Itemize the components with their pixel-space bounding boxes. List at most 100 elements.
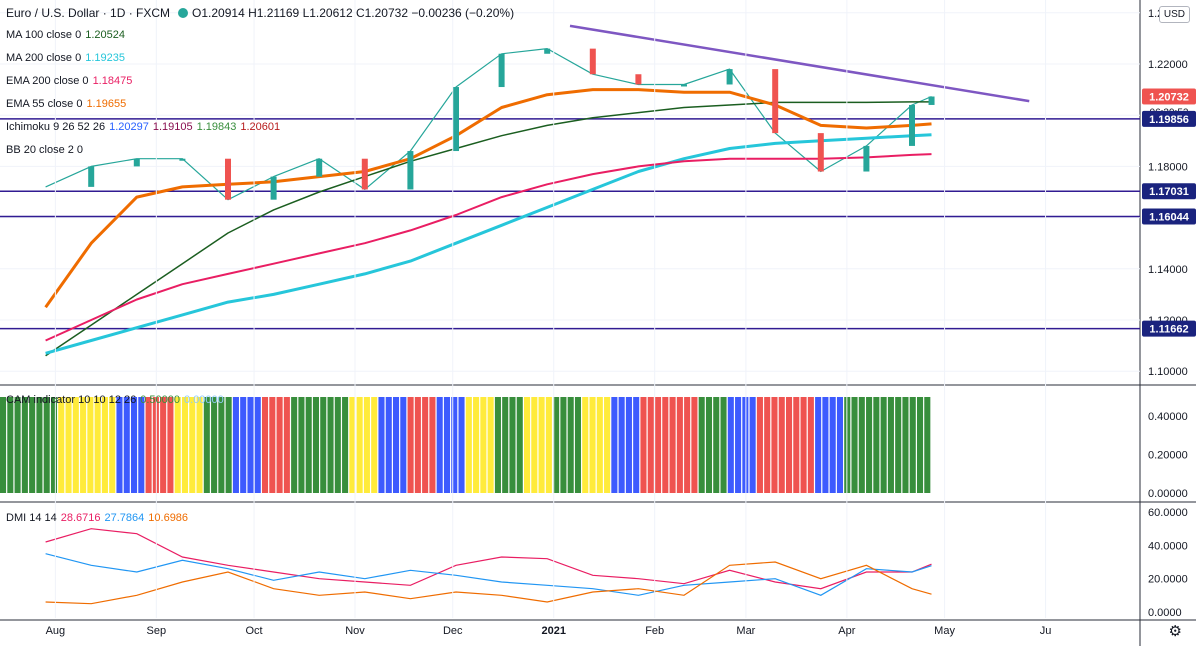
- price-candle: [316, 158, 323, 177]
- cam-tick-label: 0.40000: [1148, 411, 1188, 423]
- price-tag-label: 1.16044: [1149, 211, 1190, 223]
- indicator-value: 1.19843: [196, 121, 237, 133]
- series-line-ema-55-close-0: [44, 88, 932, 309]
- cam-bar: [160, 397, 167, 493]
- indicator-label: CAM indicator 10 10 12 26: [6, 394, 137, 406]
- indicator-label: BB 20 close 2 0: [6, 144, 84, 156]
- cam-bar: [254, 397, 261, 493]
- cam-tick-label: 0.20000: [1148, 450, 1188, 462]
- cam-bar: [109, 397, 116, 493]
- currency-badge[interactable]: USD: [1158, 6, 1190, 23]
- price-tag-box: [1142, 88, 1196, 105]
- cam-bar: [269, 397, 276, 493]
- indicator-value: 1.19655: [86, 98, 127, 110]
- cam-bar: [625, 397, 632, 493]
- cam-bar: [523, 397, 531, 493]
- cam-bar: [633, 397, 640, 493]
- cam-bar: [436, 397, 443, 493]
- series-line-ma-200-close-0: [45, 133, 932, 355]
- cam-bar: [342, 397, 349, 493]
- indicator-value: 0.50000: [140, 394, 181, 406]
- price-candle: [498, 53, 505, 88]
- price-candle: [863, 145, 870, 172]
- cam-bar: [509, 397, 516, 493]
- cam-bar: [611, 397, 618, 493]
- cam-bar: [240, 397, 247, 493]
- cam-bar: [771, 397, 778, 493]
- indicator-label: MA 100 close 0: [6, 29, 82, 41]
- indicator-value: 1.20601: [240, 121, 281, 133]
- time-tick-label: Apr: [838, 625, 855, 637]
- cam-bar: [829, 397, 836, 493]
- cam-bar: [851, 397, 858, 493]
- cam-bar: [793, 397, 800, 493]
- cam-bar: [312, 397, 320, 493]
- price-candle: [225, 158, 231, 200]
- cam-bar: [618, 397, 625, 493]
- price-tag-label: 1.17031: [1149, 186, 1189, 198]
- time-tick-label: Ju: [1040, 625, 1052, 637]
- indicator-value: 1.18475: [92, 75, 133, 87]
- indicator-legend-0[interactable]: MA 100 close 0 1.20524: [6, 28, 129, 43]
- cam-bar: [80, 397, 87, 493]
- dmi-tick-label: 40.0000: [1148, 540, 1188, 552]
- price-candle: [270, 176, 277, 200]
- cam-bar: [545, 397, 552, 493]
- descending-trendline[interactable]: [569, 24, 1030, 103]
- cam-bar: [895, 397, 902, 493]
- cam-bar: [225, 397, 232, 493]
- cam-bar: [887, 397, 894, 493]
- cam-bar: [116, 397, 123, 493]
- cam-bar: [596, 397, 603, 493]
- cam-bar: [371, 397, 378, 493]
- cam-bar: [378, 397, 385, 493]
- cam-bar: [87, 397, 94, 493]
- cam-bar: [14, 397, 21, 493]
- cam-bar: [407, 397, 414, 493]
- cam-bar: [815, 397, 822, 493]
- time-tick-label: Oct: [245, 625, 262, 637]
- gear-icon[interactable]: ⚙: [1168, 623, 1182, 640]
- cam-bar: [669, 397, 676, 493]
- cam-bar: [553, 397, 560, 493]
- cam-bar: [400, 397, 407, 493]
- price-candle: [361, 158, 368, 190]
- dmi-line-2: [45, 561, 932, 605]
- cam-bar: [807, 397, 814, 493]
- dmi-legend[interactable]: DMI 14 14 28.6716 27.7864 10.6986: [6, 511, 192, 526]
- cam-bar: [211, 397, 218, 493]
- price-tag-box: [1142, 183, 1196, 200]
- symbol-title[interactable]: Euro / U.S. Dollar · 1D · FXCM: [6, 6, 171, 20]
- indicator-legend-2[interactable]: EMA 200 close 0 1.18475: [6, 74, 136, 89]
- cam-bar: [473, 397, 480, 493]
- dmi-tick-label: 0.0000: [1148, 607, 1182, 619]
- time-tick-label: Nov: [345, 625, 365, 637]
- cam-bar: [494, 397, 501, 493]
- indicator-legend-3[interactable]: EMA 55 close 0 1.19655: [6, 97, 130, 112]
- cam-bar: [720, 397, 727, 493]
- cam-bar: [181, 397, 189, 493]
- cam-bar: [836, 397, 844, 493]
- cam-bar: [756, 397, 763, 493]
- indicator-legend-1[interactable]: MA 200 close 0 1.19235: [6, 51, 129, 66]
- indicator-legend-5[interactable]: BB 20 close 2 0: [6, 143, 87, 158]
- time-tick-label: Sep: [147, 625, 167, 637]
- time-tick-label: Feb: [645, 625, 664, 637]
- indicator-legend-4[interactable]: Ichimoku 9 26 52 26 1.20297 1.19105 1.19843…: [6, 120, 284, 135]
- cam-bar: [749, 397, 756, 493]
- indicator-label: EMA 55 close 0: [6, 98, 83, 110]
- cam-bar: [858, 397, 865, 493]
- cam-bar: [764, 397, 771, 493]
- cam-tick-label: 0.00000: [1148, 488, 1188, 500]
- indicator-value: 28.6716: [60, 512, 101, 524]
- indicator-label: EMA 200 close 0: [6, 75, 89, 87]
- price-candle: [544, 48, 551, 54]
- cam-bar: [36, 397, 43, 493]
- cam-bar: [662, 397, 669, 493]
- cam-legend[interactable]: CAM indicator 10 10 12 26 0.50000 0.00000: [6, 393, 228, 408]
- cam-bar: [232, 397, 239, 493]
- cam-bar: [65, 397, 72, 493]
- cam-bar: [145, 397, 152, 493]
